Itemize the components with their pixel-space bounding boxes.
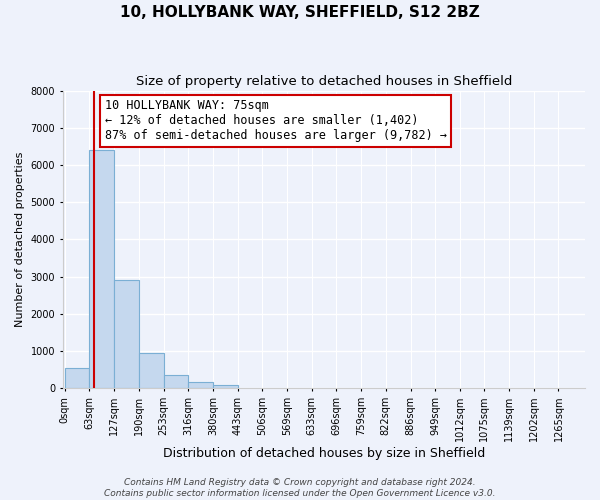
- Bar: [65, 368, 89, 388]
- Text: Contains HM Land Registry data © Crown copyright and database right 2024.
Contai: Contains HM Land Registry data © Crown c…: [104, 478, 496, 498]
- Bar: [164, 374, 188, 388]
- Text: 10, HOLLYBANK WAY, SHEFFIELD, S12 2BZ: 10, HOLLYBANK WAY, SHEFFIELD, S12 2BZ: [120, 5, 480, 20]
- Bar: [115, 280, 139, 388]
- Bar: [139, 352, 164, 388]
- Text: 10 HOLLYBANK WAY: 75sqm
← 12% of detached houses are smaller (1,402)
87% of semi: 10 HOLLYBANK WAY: 75sqm ← 12% of detache…: [104, 100, 446, 142]
- X-axis label: Distribution of detached houses by size in Sheffield: Distribution of detached houses by size …: [163, 447, 485, 460]
- Y-axis label: Number of detached properties: Number of detached properties: [15, 152, 25, 327]
- Title: Size of property relative to detached houses in Sheffield: Size of property relative to detached ho…: [136, 75, 512, 88]
- Bar: [89, 150, 114, 388]
- Bar: [213, 386, 238, 388]
- Bar: [188, 382, 212, 388]
